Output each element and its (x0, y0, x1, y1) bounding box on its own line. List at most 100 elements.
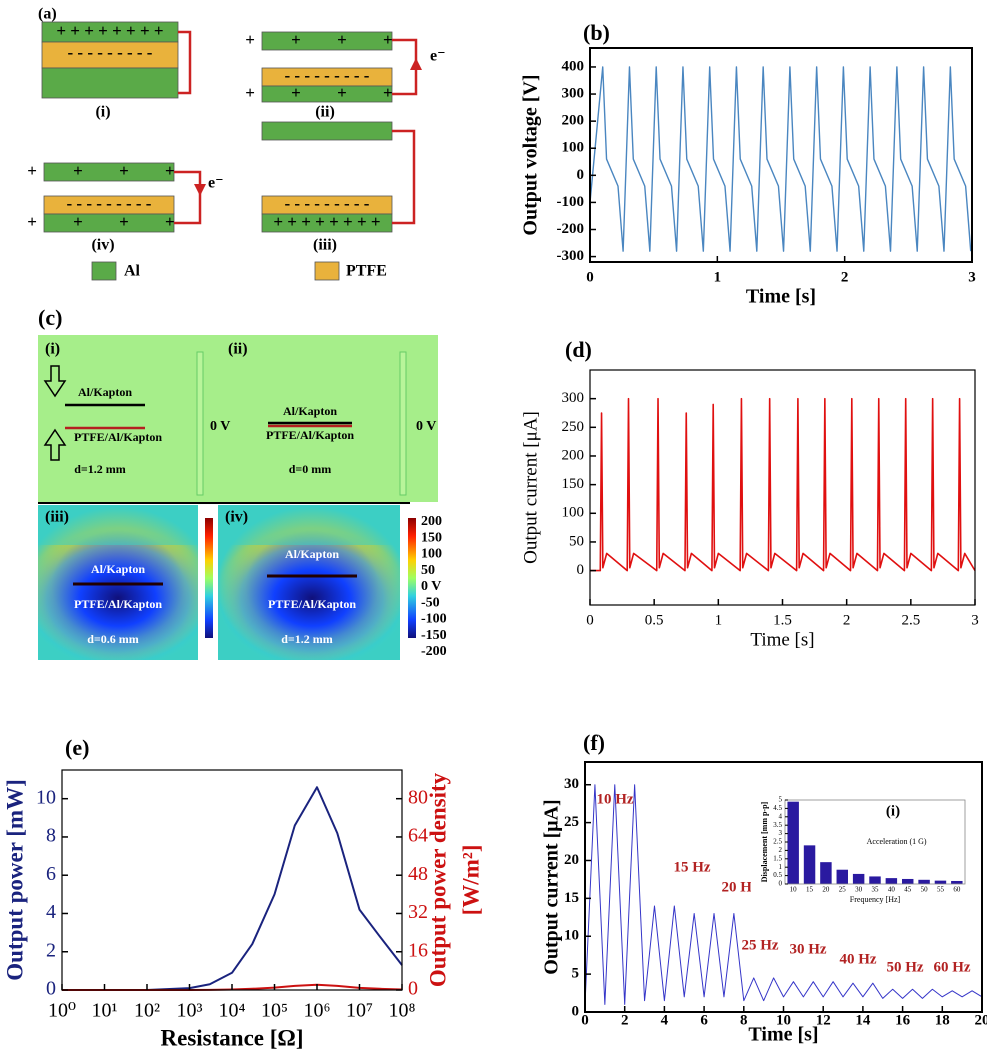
frequency-label: 25 Hz (741, 937, 778, 953)
colorbar-label: 0 V (421, 579, 441, 594)
y-tick-label: 10 (564, 928, 579, 944)
x-tick-label: 10⁰ (48, 1000, 76, 1022)
x-tick-label: 60 (953, 886, 961, 894)
inset-annotation: Acceleration (1 G) (867, 837, 927, 846)
colorbar-label: -150 (421, 628, 447, 643)
x-tick-label: 10¹ (92, 1000, 118, 1022)
colorbar (399, 351, 407, 496)
charges: - - - - - - - - - (67, 194, 152, 213)
field-background (38, 505, 198, 545)
material-label: Al/Kapton (283, 404, 337, 418)
x-tick-label: 3 (968, 269, 976, 285)
material-label: Al/Kapton (78, 385, 132, 399)
x-axis-title: Time [s] (748, 1024, 818, 1046)
y-tick-label: 20 (564, 852, 579, 868)
y2-tick-label: 16 (408, 939, 428, 961)
bar (869, 876, 881, 884)
y-tick-label: -200 (557, 221, 585, 237)
y2-tick-label: 0 (408, 978, 418, 1000)
bar (902, 878, 914, 884)
y-tick-label: 4 (46, 901, 56, 923)
gap-label: d=1.2 mm (281, 632, 333, 646)
state-label: (iii) (313, 237, 337, 254)
y-tick-label: 300 (562, 390, 585, 406)
bar (836, 869, 848, 884)
x-tick-label: 0 (586, 612, 594, 628)
y-tick-label: 8 (46, 825, 56, 847)
y-tick-label: 0 (779, 880, 783, 888)
bar (918, 879, 930, 884)
y2-tick-label: 48 (408, 863, 428, 885)
x-tick-label: 2 (841, 269, 849, 285)
x-axis-title: Time [s] (750, 629, 814, 650)
y-axis-title: Output current [μA] (520, 411, 541, 564)
x-tick-label: 12 (816, 1012, 831, 1028)
x-tick-label: 10⁸ (389, 1000, 416, 1022)
plot-frame (589, 369, 976, 606)
field-map (38, 505, 198, 660)
gap-label: d=0 mm (289, 462, 332, 476)
data-line (62, 786, 403, 991)
charges: - - - - - - - - - (285, 66, 370, 85)
bar (885, 878, 898, 884)
x-tick-label: 10 (776, 1012, 791, 1028)
y-tick-label: 0.5 (773, 871, 782, 879)
colorbar-label: 50 (421, 563, 435, 578)
y-tick-label: 3 (779, 829, 783, 837)
x-axis-title: Time [s] (746, 286, 816, 308)
motion-arrow (43, 428, 67, 461)
material-label: PTFE/Al/Kapton (268, 597, 356, 611)
x-tick-label: 0.5 (645, 612, 664, 628)
x-tick-label: 0 (586, 269, 594, 285)
frequency-label: 60 Hz (933, 959, 970, 975)
x-tick-label: 2 (621, 1012, 629, 1028)
y-tick-label: 1.5 (773, 854, 782, 862)
x-tick-label: 2.5 (901, 612, 920, 628)
field-background (218, 505, 400, 545)
y-axis-title: Output current [μA] (541, 799, 563, 974)
charges: + + + + (245, 83, 409, 102)
charges: + + + + + + + + (273, 212, 380, 231)
inset-label: (i) (886, 803, 900, 819)
y2-tick-label: 80 (408, 786, 428, 808)
bar (820, 862, 832, 884)
electron-label: e⁻ (208, 175, 224, 192)
y-tick-label: 0 (46, 978, 56, 1000)
layer (41, 41, 179, 69)
panel-label: (b) (583, 20, 610, 45)
y-tick-label: 150 (562, 476, 585, 492)
x-tick-label: 6 (700, 1012, 708, 1028)
state-label: (iv) (91, 237, 114, 254)
x-tick-label: 25 (839, 886, 847, 894)
data-line (590, 397, 976, 572)
x-tick-label: 8 (740, 1012, 748, 1028)
y-tick-label: 15 (564, 890, 579, 906)
gap-label: d=0.6 mm (87, 632, 139, 646)
x-tick-label: 20 (822, 886, 830, 894)
y-axis-title: Displacement [mm p-p] (760, 801, 769, 882)
y-tick-label: 4.5 (773, 804, 782, 812)
material-label: PTFE/Al/Kapton (266, 428, 354, 442)
x-tick-label: 45 (904, 886, 912, 894)
charges: + + + + (27, 212, 191, 231)
electron-arrow (410, 58, 422, 70)
colorbar-label: -200 (421, 644, 447, 659)
colorbar-label: 200 (421, 514, 442, 529)
state-label: (ii) (228, 341, 248, 358)
x-tick-label: 15 (806, 886, 814, 894)
frequency-label: 40 Hz (839, 951, 876, 967)
x-tick-label: 2 (843, 612, 851, 628)
layer (91, 261, 117, 281)
colorbar-label: -50 (421, 595, 440, 610)
x-tick-label: 1.5 (773, 612, 792, 628)
x-tick-label: 10⁶ (304, 1000, 331, 1022)
charges: - - - - - - - - - (68, 43, 153, 62)
layer (314, 261, 340, 281)
potential-label: 0 V (210, 419, 230, 434)
charges: + + + + (27, 161, 191, 180)
y-tick-label: 4 (779, 812, 783, 820)
frequency-label: 20 Hz (721, 879, 758, 895)
panel-label: (d) (565, 337, 592, 362)
motion-arrow (43, 365, 67, 398)
